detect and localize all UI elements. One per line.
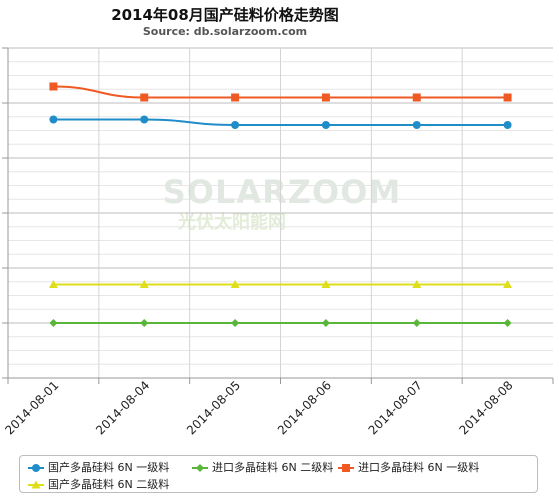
legend-marker bbox=[196, 464, 204, 472]
data-point bbox=[48, 280, 58, 288]
legend-label: 进口多晶硅料 6N 二级料 bbox=[212, 461, 334, 474]
legend-symbol bbox=[28, 464, 44, 472]
data-point bbox=[321, 319, 330, 327]
legend-item[interactable]: 进口多晶硅料 6N 一级料 bbox=[338, 460, 479, 476]
legend-label: 进口多晶硅料 6N 一级料 bbox=[358, 461, 480, 474]
watermark: SOLARZOOM 光伏太阳能网 bbox=[163, 173, 402, 233]
data-point bbox=[503, 319, 512, 327]
x-tick-label: 2014-08-08 bbox=[456, 378, 515, 437]
data-point bbox=[503, 121, 512, 129]
legend-item[interactable]: 国产多晶硅料 6N 二级料 bbox=[28, 477, 169, 493]
data-point bbox=[503, 280, 513, 288]
x-tick-label: 2014-08-04 bbox=[93, 378, 152, 437]
legend-marker bbox=[31, 480, 41, 489]
data-point bbox=[412, 121, 421, 129]
x-axis-labels: 2014-08-01 2014-08-04 2014-08-05 2014-08-06… bbox=[2, 378, 515, 437]
data-point bbox=[231, 121, 240, 129]
data-point bbox=[140, 93, 149, 102]
data-point bbox=[49, 82, 58, 91]
series-line-3 bbox=[53, 85, 508, 99]
legend-label: 国产多晶硅料 6N 二级料 bbox=[48, 478, 170, 491]
data-point bbox=[321, 121, 330, 129]
legend-item[interactable]: 国产多晶硅料 6N 一级料 bbox=[28, 460, 169, 476]
legend-symbol bbox=[192, 464, 208, 472]
data-point bbox=[412, 93, 421, 102]
x-tick-label: 2014-08-01 bbox=[2, 378, 61, 437]
chart-subtitle: Source: db.solarzoom.com bbox=[142, 25, 308, 38]
data-point bbox=[321, 93, 330, 102]
data-point bbox=[49, 319, 58, 327]
series-group bbox=[48, 82, 513, 327]
data-point bbox=[230, 280, 240, 288]
data-point bbox=[140, 115, 149, 124]
data-point bbox=[321, 280, 331, 288]
data-point bbox=[231, 319, 240, 327]
x-tick-label: 2014-08-05 bbox=[184, 378, 243, 437]
line-chart: SOLARZOOM 光伏太阳能网 2014-08-01 2014-08-04 201… bbox=[2, 47, 554, 437]
grid bbox=[8, 47, 553, 379]
data-point bbox=[503, 93, 512, 102]
watermark-main: SOLARZOOM bbox=[163, 173, 402, 211]
data-point bbox=[412, 280, 422, 288]
chart-title: 2014年08月国产硅料价格走势图 bbox=[111, 6, 339, 24]
legend: 国产多晶硅料 6N 一级料 进口多晶硅料 6N 二级料 进口多晶硅料 6N 一级料国… bbox=[19, 455, 538, 493]
legend-label: 国产多晶硅料 6N 一级料 bbox=[48, 461, 170, 474]
watermark-sub: 光伏太阳能网 bbox=[177, 211, 286, 233]
x-tick-label: 2014-08-07 bbox=[366, 378, 425, 437]
data-point bbox=[231, 93, 240, 102]
data-point bbox=[49, 115, 58, 124]
legend-symbol bbox=[338, 464, 354, 472]
legend-item[interactable]: 进口多晶硅料 6N 二级料 bbox=[192, 460, 333, 476]
legend-marker bbox=[342, 464, 350, 472]
legend-marker bbox=[32, 464, 40, 472]
data-point bbox=[140, 319, 149, 327]
data-point bbox=[412, 319, 421, 327]
legend-symbol bbox=[28, 480, 44, 489]
series-line-1 bbox=[53, 118, 508, 127]
x-tick-label: 2014-08-06 bbox=[275, 378, 334, 437]
axes bbox=[2, 47, 554, 384]
data-point bbox=[139, 280, 149, 288]
